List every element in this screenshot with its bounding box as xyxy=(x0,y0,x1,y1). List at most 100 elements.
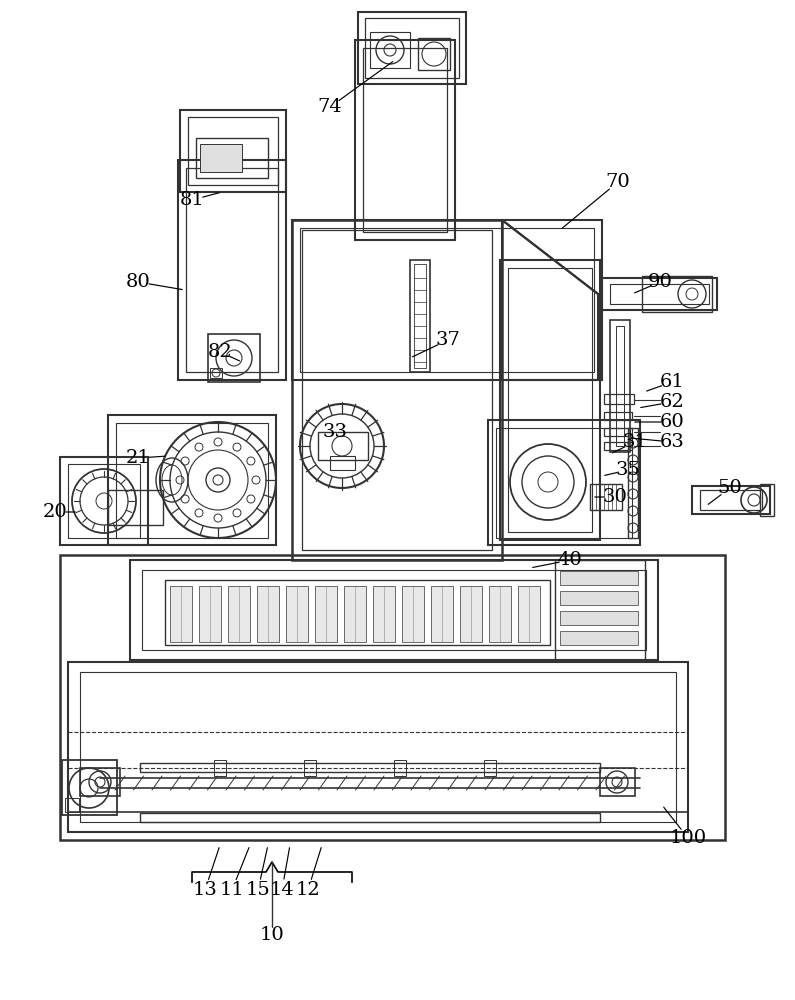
Bar xyxy=(414,264,426,368)
Bar xyxy=(188,117,278,185)
Text: 20: 20 xyxy=(43,503,68,521)
Bar xyxy=(210,368,222,378)
Bar xyxy=(62,760,117,815)
Text: 62: 62 xyxy=(660,393,684,411)
Bar xyxy=(560,591,638,605)
Bar xyxy=(628,428,638,538)
Bar xyxy=(604,442,632,450)
Bar xyxy=(610,284,709,304)
Text: 35: 35 xyxy=(615,461,641,479)
Text: 50: 50 xyxy=(718,479,743,497)
Bar xyxy=(292,220,502,560)
Bar xyxy=(363,48,447,232)
Bar xyxy=(116,423,268,538)
Bar xyxy=(604,428,630,436)
Bar xyxy=(300,228,594,372)
Bar xyxy=(68,464,140,538)
Bar xyxy=(140,763,600,772)
Bar xyxy=(484,760,496,776)
Bar xyxy=(431,586,453,642)
Bar xyxy=(560,611,638,625)
Bar xyxy=(394,760,406,776)
Bar xyxy=(555,560,645,660)
Bar xyxy=(590,484,622,510)
Text: 14: 14 xyxy=(270,881,294,899)
Bar xyxy=(142,570,646,650)
Text: 74: 74 xyxy=(318,98,343,116)
Bar xyxy=(410,260,430,372)
Text: 40: 40 xyxy=(557,551,583,569)
Bar xyxy=(80,672,676,822)
Bar xyxy=(214,760,226,776)
Text: 33: 33 xyxy=(323,423,347,441)
Bar xyxy=(292,220,602,380)
Bar xyxy=(68,662,688,832)
Bar xyxy=(700,490,762,510)
Bar xyxy=(373,586,395,642)
Text: 15: 15 xyxy=(246,881,270,899)
Bar xyxy=(489,586,511,642)
Text: 63: 63 xyxy=(660,433,684,451)
Bar xyxy=(344,586,366,642)
Text: 37: 37 xyxy=(436,331,460,349)
Text: 31: 31 xyxy=(622,433,647,451)
Bar xyxy=(560,631,638,645)
Bar xyxy=(330,456,355,470)
Bar xyxy=(600,768,635,796)
Bar xyxy=(500,260,600,540)
Bar xyxy=(560,571,638,585)
Text: 100: 100 xyxy=(669,829,707,847)
Bar xyxy=(108,415,276,545)
Text: 70: 70 xyxy=(606,173,630,191)
Bar xyxy=(165,580,550,645)
Bar xyxy=(358,12,466,84)
Text: 13: 13 xyxy=(192,881,218,899)
Bar xyxy=(488,420,640,545)
Text: 60: 60 xyxy=(660,413,684,431)
Bar xyxy=(108,490,163,525)
Bar xyxy=(496,428,632,538)
Bar xyxy=(65,798,79,812)
Bar xyxy=(257,586,279,642)
Bar xyxy=(68,812,688,832)
Bar xyxy=(692,486,770,514)
Text: 30: 30 xyxy=(603,488,627,506)
Bar xyxy=(315,586,337,642)
Bar xyxy=(178,160,286,380)
Bar xyxy=(460,586,482,642)
Bar xyxy=(228,586,250,642)
Bar xyxy=(186,168,278,372)
Bar xyxy=(170,586,192,642)
Text: 90: 90 xyxy=(648,273,673,291)
Text: 61: 61 xyxy=(660,373,684,391)
Bar xyxy=(610,320,630,452)
Bar xyxy=(602,278,717,310)
Bar xyxy=(302,230,492,550)
Bar xyxy=(604,394,634,404)
Bar xyxy=(508,268,592,532)
Bar xyxy=(80,768,120,796)
Bar xyxy=(760,484,774,516)
Bar xyxy=(355,40,455,240)
Text: 81: 81 xyxy=(180,191,204,209)
Bar xyxy=(370,32,410,68)
Bar xyxy=(130,560,658,660)
Bar xyxy=(199,586,221,642)
Bar xyxy=(616,326,624,446)
Text: 10: 10 xyxy=(260,926,285,944)
Bar xyxy=(304,760,316,776)
Bar xyxy=(140,813,600,822)
Bar xyxy=(642,276,712,312)
Bar xyxy=(180,110,286,192)
Bar xyxy=(208,334,260,382)
Bar xyxy=(365,18,459,78)
Text: 80: 80 xyxy=(126,273,150,291)
Bar xyxy=(518,586,540,642)
Bar xyxy=(60,555,725,840)
Bar xyxy=(604,412,632,420)
Text: 12: 12 xyxy=(296,881,320,899)
Text: 82: 82 xyxy=(207,343,232,361)
Bar xyxy=(60,457,148,545)
Text: 11: 11 xyxy=(219,881,244,899)
Bar xyxy=(402,586,424,642)
